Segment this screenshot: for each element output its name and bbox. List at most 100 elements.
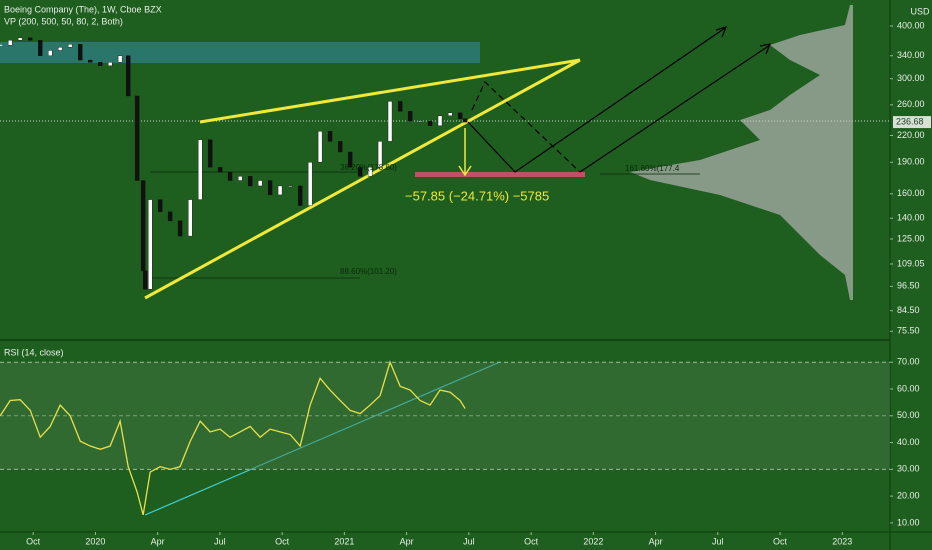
last-price-tag [893, 116, 931, 129]
candle [197, 139, 203, 200]
candle [57, 47, 63, 51]
candle [143, 270, 148, 290]
candle [267, 180, 273, 196]
projection-path [579, 44, 771, 173]
y-tick-label: 140.00 [897, 213, 925, 223]
rsi-line [0, 360, 466, 516]
x-tick-label: 2022 [583, 536, 603, 546]
y-tick-label: 96.50 [897, 281, 920, 291]
x-tick-label: Jul [463, 536, 475, 546]
measure-arrow-head [458, 165, 472, 177]
volume-profile [630, 5, 855, 300]
candle [140, 180, 146, 272]
candle [98, 62, 103, 66]
candle [338, 141, 343, 153]
candle [207, 139, 213, 168]
x-tick-label: Oct [773, 536, 788, 546]
candle [227, 172, 233, 181]
candle [437, 115, 443, 126]
candle [238, 176, 243, 181]
candle [134, 95, 140, 181]
candle [107, 62, 113, 66]
y-tick-label: 10.00 [897, 517, 920, 527]
y-tick-label: 70.00 [897, 357, 920, 367]
candle [297, 185, 303, 206]
candle [177, 220, 183, 237]
candle [317, 131, 323, 163]
target-zone [415, 172, 585, 177]
candle [307, 162, 313, 206]
candle [157, 199, 163, 213]
rsi-title: RSI (14, close) [4, 347, 64, 357]
y-tick-label: 220.00 [897, 130, 925, 140]
y-tick-label: 30.00 [897, 464, 920, 474]
x-tick-label: Apr [649, 536, 663, 546]
rsi-trendline [144, 361, 501, 516]
candle [457, 112, 463, 119]
chart-title: Boeing Company (The), 1W, Cboe BZX [4, 4, 162, 14]
axis-unit: USD [910, 6, 930, 16]
y-tick-label: 40.00 [897, 437, 920, 447]
x-tick-label: 2021 [334, 536, 354, 546]
y-tick-label: 75.50 [897, 326, 920, 336]
x-tick-label: Oct [26, 536, 41, 546]
wedge-lower [144, 58, 581, 300]
arrow-head [715, 26, 728, 38]
candle [148, 199, 153, 290]
last-price-label: 236.68 [896, 116, 924, 126]
y-tick-label: 260.00 [897, 99, 925, 109]
x-tick-label: Jul [712, 536, 724, 546]
y-tick-label: 340.00 [897, 50, 925, 60]
candle [38, 40, 43, 56]
candle [126, 55, 131, 97]
fib-label: 88.60%(101.20) [340, 267, 397, 276]
fib-label: 38.20%(178.80) [340, 163, 397, 172]
candle [78, 44, 83, 61]
candle [0, 44, 3, 46]
x-tick-label: Jul [214, 536, 226, 546]
candle [367, 166, 373, 177]
candle [397, 101, 403, 112]
x-tick-label: Apr [151, 536, 165, 546]
x-tick-label: 2023 [832, 536, 852, 546]
candle [347, 151, 353, 168]
candle [28, 37, 33, 41]
candle [167, 211, 173, 222]
candle [88, 59, 93, 63]
candle [357, 166, 363, 177]
candle [377, 141, 383, 168]
y-tick-label: 160.00 [897, 188, 925, 198]
y-tick-label: 190.00 [897, 157, 925, 167]
candle [217, 166, 223, 173]
candle [462, 118, 468, 123]
candle [247, 176, 253, 187]
y-tick-label: 400.00 [897, 20, 925, 30]
candle [7, 40, 13, 46]
y-tick-label: 84.50 [897, 305, 920, 315]
candle [277, 185, 283, 196]
y-tick-label: 109.05 [897, 258, 925, 268]
candle [17, 37, 23, 41]
candle [447, 112, 453, 116]
candle [48, 50, 53, 56]
candle [67, 44, 73, 48]
projection-path [467, 27, 726, 173]
plot-layer: 400.00 340.00 300.00 260.00 220.00 190.00 160.… [0, 20, 931, 546]
candle [407, 111, 413, 122]
x-tick-label: Oct [524, 536, 539, 546]
x-tick-label: Oct [275, 536, 290, 546]
y-tick-label: 300.00 [897, 73, 925, 83]
candle [288, 185, 293, 188]
y-tick-label: 50.00 [897, 410, 920, 420]
candle [117, 55, 123, 63]
arrow-head [759, 43, 771, 55]
wedge-upper [199, 58, 581, 124]
y-tick-label: 20.00 [897, 490, 920, 500]
candle [188, 199, 193, 237]
y-tick-label: 60.00 [897, 383, 920, 393]
y-tick-label: 125.00 [897, 233, 925, 243]
fib-label: 161.80%(177.4 [625, 164, 680, 173]
